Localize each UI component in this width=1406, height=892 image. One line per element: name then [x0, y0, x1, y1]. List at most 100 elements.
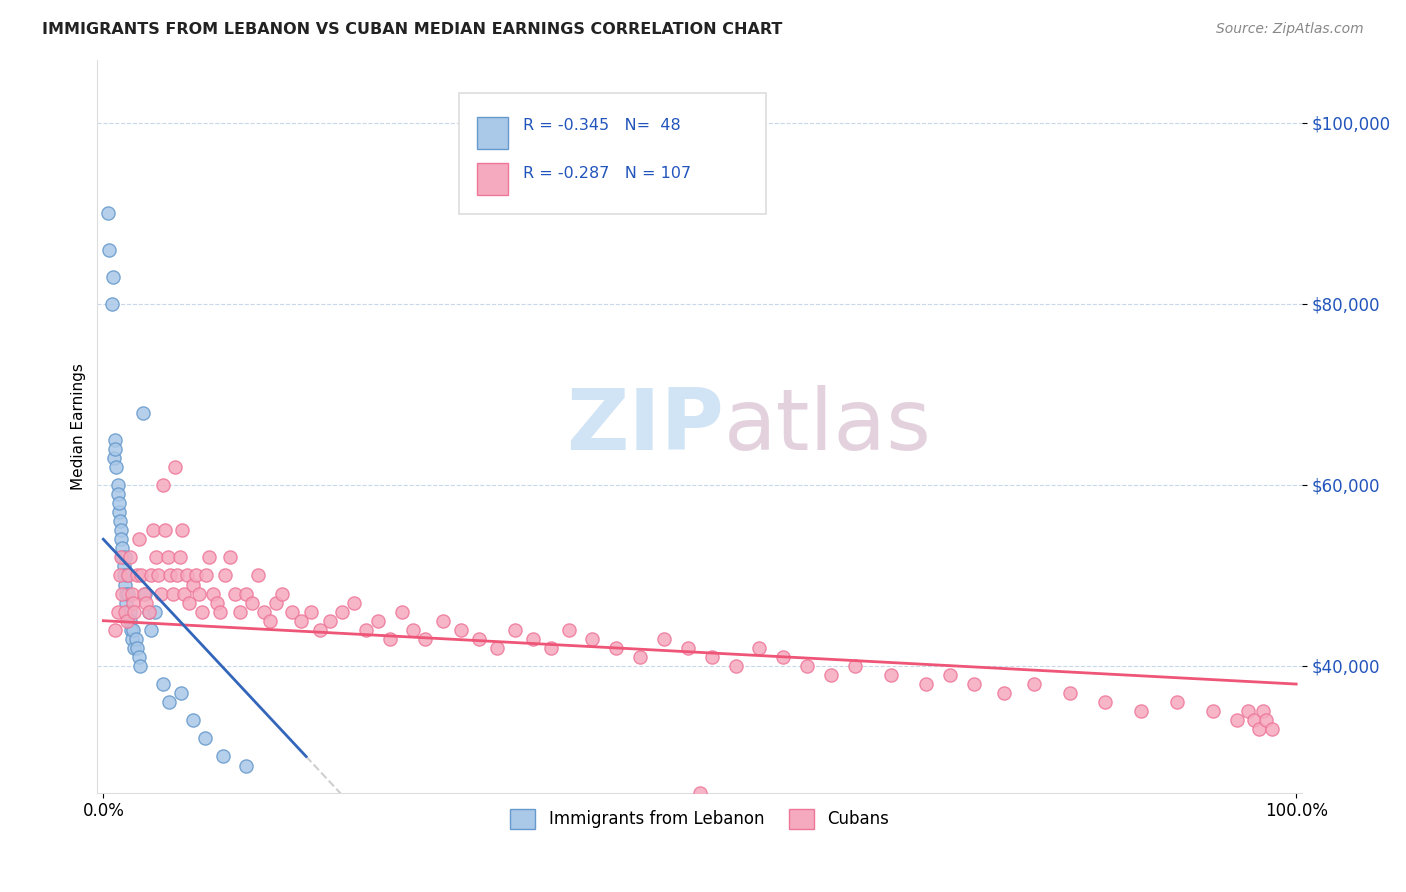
Point — [1094, 695, 1116, 709]
Point — [391, 605, 413, 619]
Text: IMMIGRANTS FROM LEBANON VS CUBAN MEDIAN EARNINGS CORRELATION CHART: IMMIGRANTS FROM LEBANON VS CUBAN MEDIAN … — [42, 22, 783, 37]
Point — [105, 459, 128, 474]
Point — [159, 568, 181, 582]
Point — [120, 623, 142, 637]
Text: atlas: atlas — [724, 384, 932, 467]
Point — [138, 605, 160, 619]
Point — [163, 459, 186, 474]
Point — [108, 514, 131, 528]
FancyBboxPatch shape — [477, 163, 508, 195]
Text: ZIP: ZIP — [567, 384, 724, 467]
Point — [191, 605, 214, 619]
Text: Source: ZipAtlas.com: Source: ZipAtlas.com — [1216, 22, 1364, 37]
Point — [110, 523, 132, 537]
Point — [450, 623, 472, 637]
Point — [202, 586, 225, 600]
Point — [330, 605, 353, 619]
Point — [166, 568, 188, 582]
Point — [820, 668, 842, 682]
Point — [135, 596, 157, 610]
Point — [309, 623, 332, 637]
Point — [108, 505, 131, 519]
Point — [108, 568, 131, 582]
Point — [1237, 704, 1260, 718]
Point — [1130, 704, 1153, 718]
Point — [170, 686, 193, 700]
Point — [218, 550, 240, 565]
Point — [114, 605, 136, 619]
Point — [101, 269, 124, 284]
Point — [104, 433, 127, 447]
Point — [1243, 713, 1265, 727]
Point — [108, 496, 131, 510]
Point — [194, 568, 217, 582]
Point — [122, 596, 145, 610]
Point — [114, 577, 136, 591]
Point — [186, 568, 208, 582]
Point — [343, 596, 366, 610]
Point — [98, 243, 121, 257]
Point — [367, 614, 389, 628]
Point — [148, 568, 170, 582]
Point — [214, 568, 236, 582]
Point — [97, 206, 120, 220]
Point — [689, 786, 711, 800]
Point — [194, 731, 217, 746]
Point — [748, 640, 770, 655]
Point — [1202, 704, 1225, 718]
Point — [104, 623, 127, 637]
Point — [242, 596, 264, 610]
Point — [118, 605, 141, 619]
Point — [290, 614, 312, 628]
Point — [415, 632, 437, 646]
Point — [652, 632, 675, 646]
Point — [915, 677, 938, 691]
Point — [628, 649, 651, 664]
Point — [112, 559, 135, 574]
Point — [299, 605, 322, 619]
Point — [145, 550, 167, 565]
Point — [211, 749, 233, 764]
FancyBboxPatch shape — [458, 93, 766, 213]
FancyBboxPatch shape — [477, 117, 508, 149]
Point — [581, 632, 603, 646]
Point — [224, 586, 246, 600]
Point — [319, 614, 342, 628]
Point — [354, 623, 377, 637]
Point — [115, 605, 138, 619]
Legend: Immigrants from Lebanon, Cubans: Immigrants from Lebanon, Cubans — [503, 802, 896, 836]
Point — [134, 586, 156, 600]
Point — [152, 478, 174, 492]
Point — [209, 605, 232, 619]
Point — [124, 605, 146, 619]
Point — [1249, 723, 1271, 737]
Point — [125, 640, 148, 655]
Point — [229, 605, 252, 619]
Point — [131, 406, 153, 420]
Point — [169, 550, 191, 565]
Point — [125, 568, 148, 582]
Point — [124, 640, 146, 655]
Point — [118, 614, 141, 628]
Point — [117, 568, 139, 582]
Point — [187, 586, 209, 600]
Point — [432, 614, 454, 628]
Point — [468, 632, 491, 646]
Point — [114, 550, 136, 565]
Point — [1022, 677, 1045, 691]
Point — [605, 640, 627, 655]
Point — [100, 297, 122, 311]
Point — [963, 677, 986, 691]
Point — [156, 550, 179, 565]
Point — [111, 586, 134, 600]
Point — [259, 614, 281, 628]
Point — [115, 596, 138, 610]
Point — [378, 632, 401, 646]
Point — [142, 523, 165, 537]
Point — [143, 605, 166, 619]
Point — [111, 550, 134, 565]
Text: R = -0.287   N = 107: R = -0.287 N = 107 — [523, 166, 690, 181]
Point — [107, 605, 129, 619]
Point — [181, 713, 204, 727]
Point — [179, 596, 201, 610]
